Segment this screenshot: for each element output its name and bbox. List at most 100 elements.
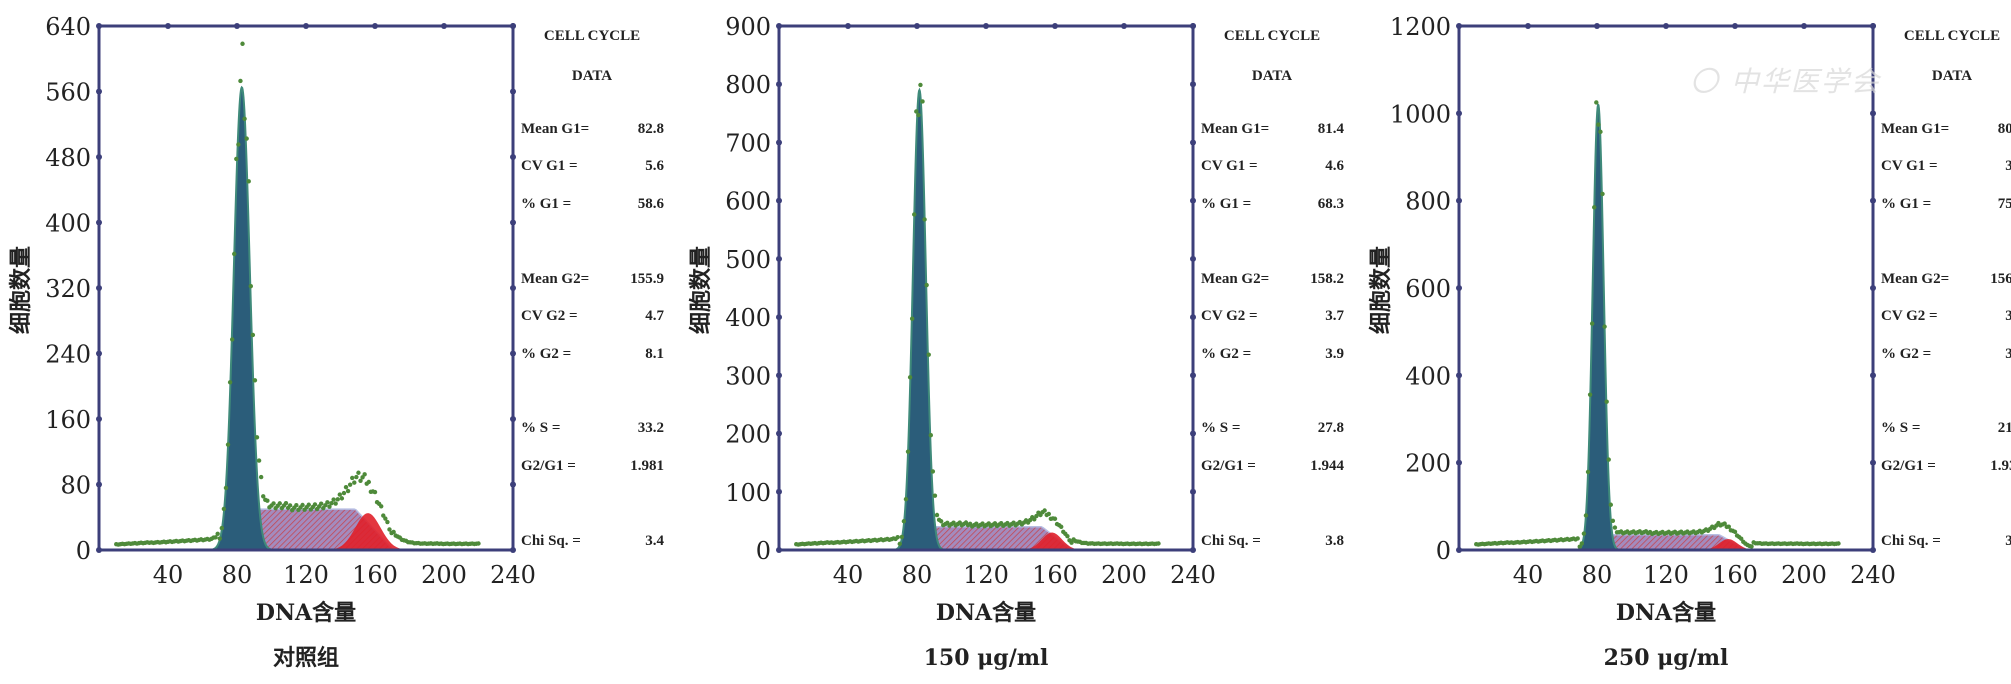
y-tick-mark xyxy=(776,314,782,321)
stats-header: CELL CYCLE xyxy=(1224,28,1320,44)
data-point xyxy=(1732,529,1738,535)
data-point xyxy=(248,283,253,289)
stat-label: CV G1 = xyxy=(1881,158,1938,174)
data-point xyxy=(318,501,324,506)
x-tick-label: 160 xyxy=(1032,561,1078,589)
x-tick-label: 120 xyxy=(963,561,1009,589)
x-tick-mark-top xyxy=(914,23,920,29)
x-tick-label: 80 xyxy=(222,561,253,589)
data-point xyxy=(912,212,917,217)
x-axis-label: DNA含量 xyxy=(256,600,356,626)
data-point xyxy=(221,506,227,512)
stat-value: 3.4 xyxy=(645,533,664,549)
chart-svg: 0 200 400 600 800 1000 1200 40 80 120 160 200 240 DNA… xyxy=(1368,13,2011,671)
data-point xyxy=(387,527,392,532)
y-tick-mark-right xyxy=(510,88,516,95)
data-point xyxy=(325,500,330,505)
y-tick-mark-right xyxy=(510,154,516,160)
stat-value: 81.4 xyxy=(1318,121,1345,137)
x-tick-label: 160 xyxy=(352,561,398,589)
y-tick-mark-right xyxy=(1190,81,1196,88)
g2-peak-area xyxy=(1691,539,1765,550)
data-point xyxy=(914,109,919,114)
y-tick-label: 800 xyxy=(1405,188,1451,216)
chart-panel-150: 0 100 200 300 400 500 600 700 800 900 40 80 120 160 20… xyxy=(680,0,1360,684)
data-point xyxy=(1592,205,1597,210)
stat-label: % G1 = xyxy=(1881,196,1931,212)
stats-header: DATA xyxy=(1932,68,1972,84)
data-point xyxy=(934,512,940,518)
x-tick-mark-top xyxy=(1801,23,1807,29)
data-point xyxy=(250,332,256,338)
x-tick-label: 160 xyxy=(1712,561,1758,589)
data-point xyxy=(903,496,909,502)
y-tick-mark-right xyxy=(1190,314,1196,321)
data-point xyxy=(895,534,900,540)
data-point xyxy=(366,479,371,485)
stat-value: 1.935 xyxy=(1990,458,2011,474)
data-point xyxy=(254,435,260,440)
data-point xyxy=(918,82,923,88)
x-tick-mark-top xyxy=(1525,23,1531,29)
y-tick-mark-right xyxy=(510,350,516,357)
data-point xyxy=(1610,518,1616,524)
x-tick-label: 40 xyxy=(153,561,184,589)
data-point xyxy=(1739,536,1744,541)
stat-value: 3.4 xyxy=(2005,308,2011,324)
stat-label: CV G1 = xyxy=(521,158,578,174)
data-point xyxy=(1608,502,1613,507)
y-tick-mark xyxy=(776,488,782,495)
x-tick-mark-top xyxy=(372,23,378,29)
y-tick-mark xyxy=(776,23,782,29)
stat-label: % G1 = xyxy=(521,196,571,212)
data-point xyxy=(1579,541,1585,546)
stat-label: Chi Sq. = xyxy=(1201,533,1261,549)
data-point xyxy=(229,337,235,342)
data-point xyxy=(238,78,243,84)
plot-frame xyxy=(777,24,1195,552)
data-point xyxy=(1602,324,1607,329)
y-tick-label: 200 xyxy=(1405,450,1451,478)
x-tick-label: 240 xyxy=(490,561,536,589)
data-point xyxy=(926,352,931,357)
data-point xyxy=(356,470,361,475)
data-point xyxy=(1156,541,1161,546)
data-point xyxy=(362,472,367,477)
stats-header: CELL CYCLE xyxy=(1904,28,2000,44)
y-tick-mark xyxy=(776,81,782,88)
stat-value: 4.7 xyxy=(645,308,664,324)
y-tick-mark-right xyxy=(510,481,516,488)
stat-value: 21.1 xyxy=(1998,420,2011,436)
x-tick-mark-top xyxy=(1663,23,1669,29)
stat-label: Mean G1= xyxy=(521,121,589,137)
data-point xyxy=(258,474,264,480)
g1-peak-area xyxy=(1576,102,1620,551)
data-point xyxy=(922,217,927,222)
y-tick-label: 240 xyxy=(45,341,91,369)
x-tick-label: 120 xyxy=(1643,561,1689,589)
data-point xyxy=(1600,191,1605,197)
y-tick-mark-right xyxy=(1190,197,1196,204)
stats-header: CELL CYCLE xyxy=(544,28,640,44)
data-point xyxy=(1612,525,1618,530)
x-tick-mark-top xyxy=(983,23,989,29)
stat-value: 33.2 xyxy=(638,420,664,436)
y-tick-label: 800 xyxy=(725,71,771,99)
y-tick-mark xyxy=(1456,459,1462,466)
stat-label: % G1 = xyxy=(1201,196,1251,212)
data-point xyxy=(916,112,921,118)
x-tick-mark-top xyxy=(441,23,447,29)
data-point xyxy=(1577,544,1582,549)
y-tick-label: 640 xyxy=(45,13,91,41)
x-tick-label: 40 xyxy=(833,561,864,589)
g1-peak-area xyxy=(893,87,946,551)
stat-value: 3.5 xyxy=(2005,346,2011,362)
data-point xyxy=(1594,100,1599,105)
data-point xyxy=(252,378,258,383)
data-point xyxy=(385,519,390,525)
y-tick-mark-right xyxy=(1190,547,1196,553)
data-point xyxy=(283,500,289,506)
data-point xyxy=(1065,534,1070,539)
y-tick-mark xyxy=(1456,23,1462,29)
y-tick-label: 0 xyxy=(1436,537,1451,565)
